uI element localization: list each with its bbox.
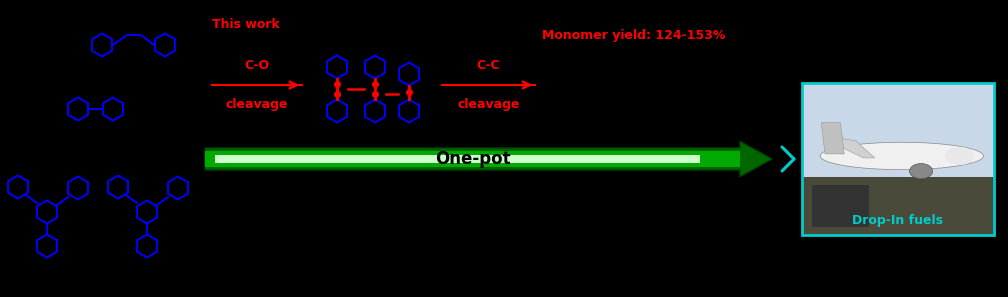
Text: cleavage: cleavage	[458, 98, 520, 111]
FancyArrow shape	[205, 141, 772, 177]
Text: This work: This work	[212, 18, 280, 31]
Text: Drop-In fuels: Drop-In fuels	[853, 214, 943, 227]
Text: C-C: C-C	[477, 59, 500, 72]
Bar	[802, 83, 994, 235]
FancyArrow shape	[215, 155, 700, 163]
Ellipse shape	[821, 142, 984, 170]
Text: Monomer yield: 124-153%: Monomer yield: 124-153%	[542, 29, 726, 42]
Text: C-O: C-O	[244, 59, 269, 72]
Bar	[802, 83, 994, 177]
Bar	[811, 185, 869, 228]
Ellipse shape	[946, 147, 974, 165]
FancyArrow shape	[205, 151, 740, 167]
Bar	[802, 177, 994, 235]
Polygon shape	[831, 138, 875, 158]
Text: One-pot: One-pot	[434, 150, 510, 168]
Ellipse shape	[909, 164, 932, 179]
Polygon shape	[822, 123, 845, 154]
Text: cleavage: cleavage	[226, 98, 288, 111]
